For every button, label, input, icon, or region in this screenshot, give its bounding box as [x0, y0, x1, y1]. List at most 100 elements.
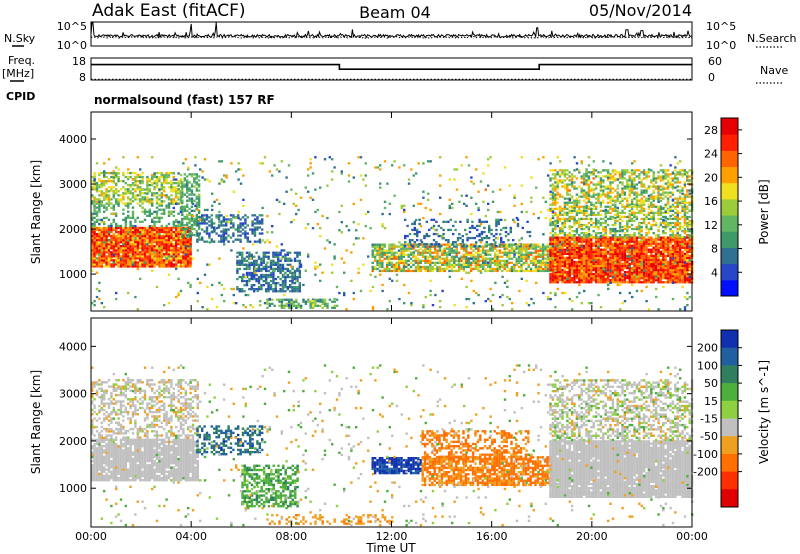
- power-cell-4: [203, 214, 206, 217]
- power-cell-0: [187, 259, 190, 262]
- power-cell-7: [397, 257, 401, 260]
- power-cell-9: [563, 238, 567, 241]
- power-cell-2: [100, 190, 103, 193]
- power-cell-9: [616, 246, 619, 249]
- power-cell-6: [314, 300, 317, 303]
- power-cell-3: [197, 175, 201, 178]
- power-cell-9: [573, 264, 576, 268]
- power-cell-9: [678, 264, 682, 268]
- power-cell-0: [100, 243, 103, 246]
- power-cell-0: [163, 239, 166, 242]
- power-cell-9: [616, 256, 619, 259]
- power-cell-9: [573, 270, 576, 274]
- power-cell-7: [436, 253, 439, 256]
- power-cell-1: [175, 224, 178, 228]
- power-cell-9: [642, 248, 646, 251]
- power-cell-7: [453, 251, 456, 254]
- power-cell-9: [645, 250, 648, 253]
- power-cell-3: [186, 223, 189, 227]
- power-cell-7: [400, 247, 403, 250]
- power-cell-5: [289, 290, 292, 293]
- power-cell-7: [508, 261, 511, 264]
- power-cell-2: [151, 184, 154, 187]
- power-cell-4: [196, 232, 199, 235]
- power-cell-7: [450, 263, 454, 266]
- power-cell-0: [170, 259, 173, 262]
- power-cell-9: [614, 275, 617, 278]
- power-cell-3: [190, 225, 194, 229]
- power-cell-7: [426, 257, 430, 260]
- power-cell-7: [525, 243, 528, 246]
- power-cell-9: [669, 256, 672, 259]
- power-cell-1: [107, 204, 111, 207]
- power-cell-9: [549, 254, 552, 257]
- power-cell-4: [217, 240, 221, 243]
- power-cell-9: [604, 262, 607, 266]
- power-cell-0: [155, 243, 159, 246]
- power-cell-9: [582, 281, 586, 284]
- power-cell-8: [454, 241, 457, 244]
- power-cell-5: [291, 288, 294, 291]
- power-cell-0: [177, 265, 180, 268]
- power-cell-7: [441, 261, 444, 264]
- power-cell-5: [265, 290, 268, 293]
- power-cell-9: [587, 279, 591, 282]
- power-cell-9: [628, 268, 631, 272]
- power-cell-2: [100, 202, 103, 205]
- power-cell-10: [614, 173, 617, 176]
- power-cell-0: [98, 228, 101, 232]
- power-cell-9: [678, 242, 682, 245]
- power-cell-8: [452, 241, 455, 244]
- power-cell-0: [93, 239, 96, 242]
- power-cell-9: [630, 270, 634, 274]
- power-cell-10: [594, 193, 598, 196]
- power-cell-10: [558, 173, 562, 176]
- power-cell-10: [592, 207, 595, 210]
- power-cell-9: [654, 244, 658, 247]
- power-cell-9: [681, 281, 684, 284]
- power-cell-7: [546, 247, 550, 250]
- power-cell-5: [262, 265, 265, 269]
- power-cell-0: [165, 255, 168, 258]
- power-cell-2: [117, 194, 120, 197]
- power-cell-2: [160, 182, 163, 185]
- power-cell-2: [141, 198, 144, 201]
- power-cell-0: [175, 245, 178, 248]
- power-cell-8: [447, 241, 450, 244]
- power-cell-10: [628, 236, 631, 239]
- nave-right-tick-top: 60: [708, 55, 722, 68]
- power-cell-8: [485, 245, 488, 248]
- power-cell-9: [551, 242, 555, 245]
- power-cell-4: [261, 214, 264, 217]
- power-cell-9: [602, 252, 605, 255]
- power-cell-8: [432, 232, 436, 236]
- power-cell-8: [466, 245, 469, 248]
- power-cell-1: [105, 202, 108, 205]
- power-cell-9: [633, 252, 636, 255]
- power-cell-1: [148, 212, 151, 215]
- power-cell-9: [599, 260, 603, 264]
- power-cell-9: [650, 256, 653, 259]
- power-cell-9: [650, 242, 653, 245]
- power-cell-8: [452, 224, 455, 228]
- power-cell-4: [258, 232, 261, 235]
- power-cell-9: [664, 244, 667, 247]
- power-cell-7: [489, 267, 492, 271]
- power-cell-0: [129, 245, 132, 248]
- power-cell-5: [260, 269, 263, 273]
- power-cell-0: [146, 265, 149, 268]
- power-cell-7: [532, 263, 535, 266]
- power-cell-9: [650, 252, 653, 255]
- power-cell-10: [563, 197, 567, 200]
- power-cell-2: [151, 200, 154, 203]
- power-cell-7: [477, 247, 480, 250]
- power-cell-5: [296, 269, 299, 273]
- power-cell-4: [203, 240, 206, 243]
- power-cell-9: [616, 270, 619, 274]
- power-cell-9: [573, 252, 576, 255]
- power-cell-10: [623, 234, 627, 237]
- power-cell-5: [296, 253, 299, 256]
- nave-right-tick-bottom: 0: [708, 71, 715, 84]
- power-cell-9: [582, 252, 586, 255]
- power-cell-0: [134, 261, 137, 264]
